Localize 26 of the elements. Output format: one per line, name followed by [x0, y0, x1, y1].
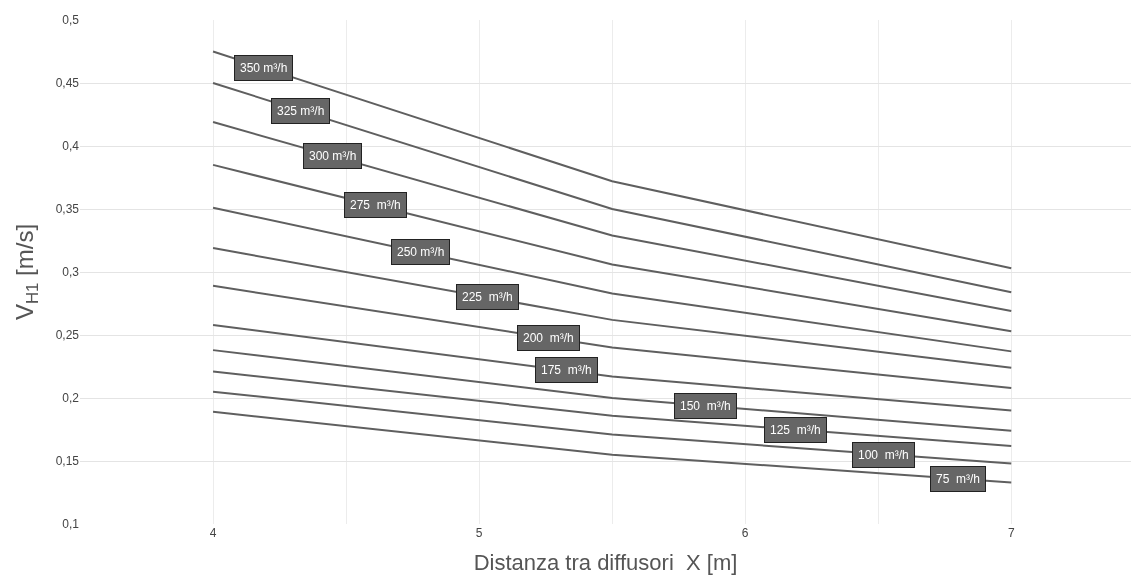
y-tick-label: 0,15 — [55, 454, 80, 469]
annotation: 125 m³/h — [770, 423, 821, 437]
y-tick-label: 0,1 — [62, 517, 80, 532]
y-tick-label: 0,45 — [55, 76, 80, 91]
annotation: 300 m³/h — [309, 149, 357, 163]
annotation: 75 m³/h — [936, 472, 981, 486]
annotation: 325 m³/h — [277, 104, 325, 118]
x-tick-label: 6 — [741, 526, 749, 540]
annotation: 225 m³/h — [462, 290, 513, 304]
y-tick-label: 0,3 — [62, 265, 80, 280]
annotation: 175 m³/h — [541, 363, 592, 377]
x-axis-title: Distanza tra diffusori X [m] — [473, 549, 738, 575]
x-tick-label: 4 — [209, 526, 217, 540]
y-tick-label: 0,35 — [55, 202, 80, 217]
annotation: 275 m³/h — [350, 198, 401, 212]
annotation: 200 m³/h — [523, 331, 574, 345]
x-tick-label: 5 — [475, 526, 483, 540]
x-tick-label: 7 — [1007, 526, 1015, 540]
annotation: 350 m³/h — [240, 61, 288, 75]
annotation: 100 m³/h — [858, 448, 909, 462]
y-tick-label: 0,4 — [62, 139, 80, 154]
y-tick-label: 0,5 — [62, 13, 80, 28]
y-tick-label: 0,2 — [62, 391, 80, 406]
annotation: 250 m³/h — [397, 245, 445, 259]
annotation: 150 m³/h — [680, 399, 731, 413]
y-tick-label: 0,25 — [55, 328, 80, 343]
